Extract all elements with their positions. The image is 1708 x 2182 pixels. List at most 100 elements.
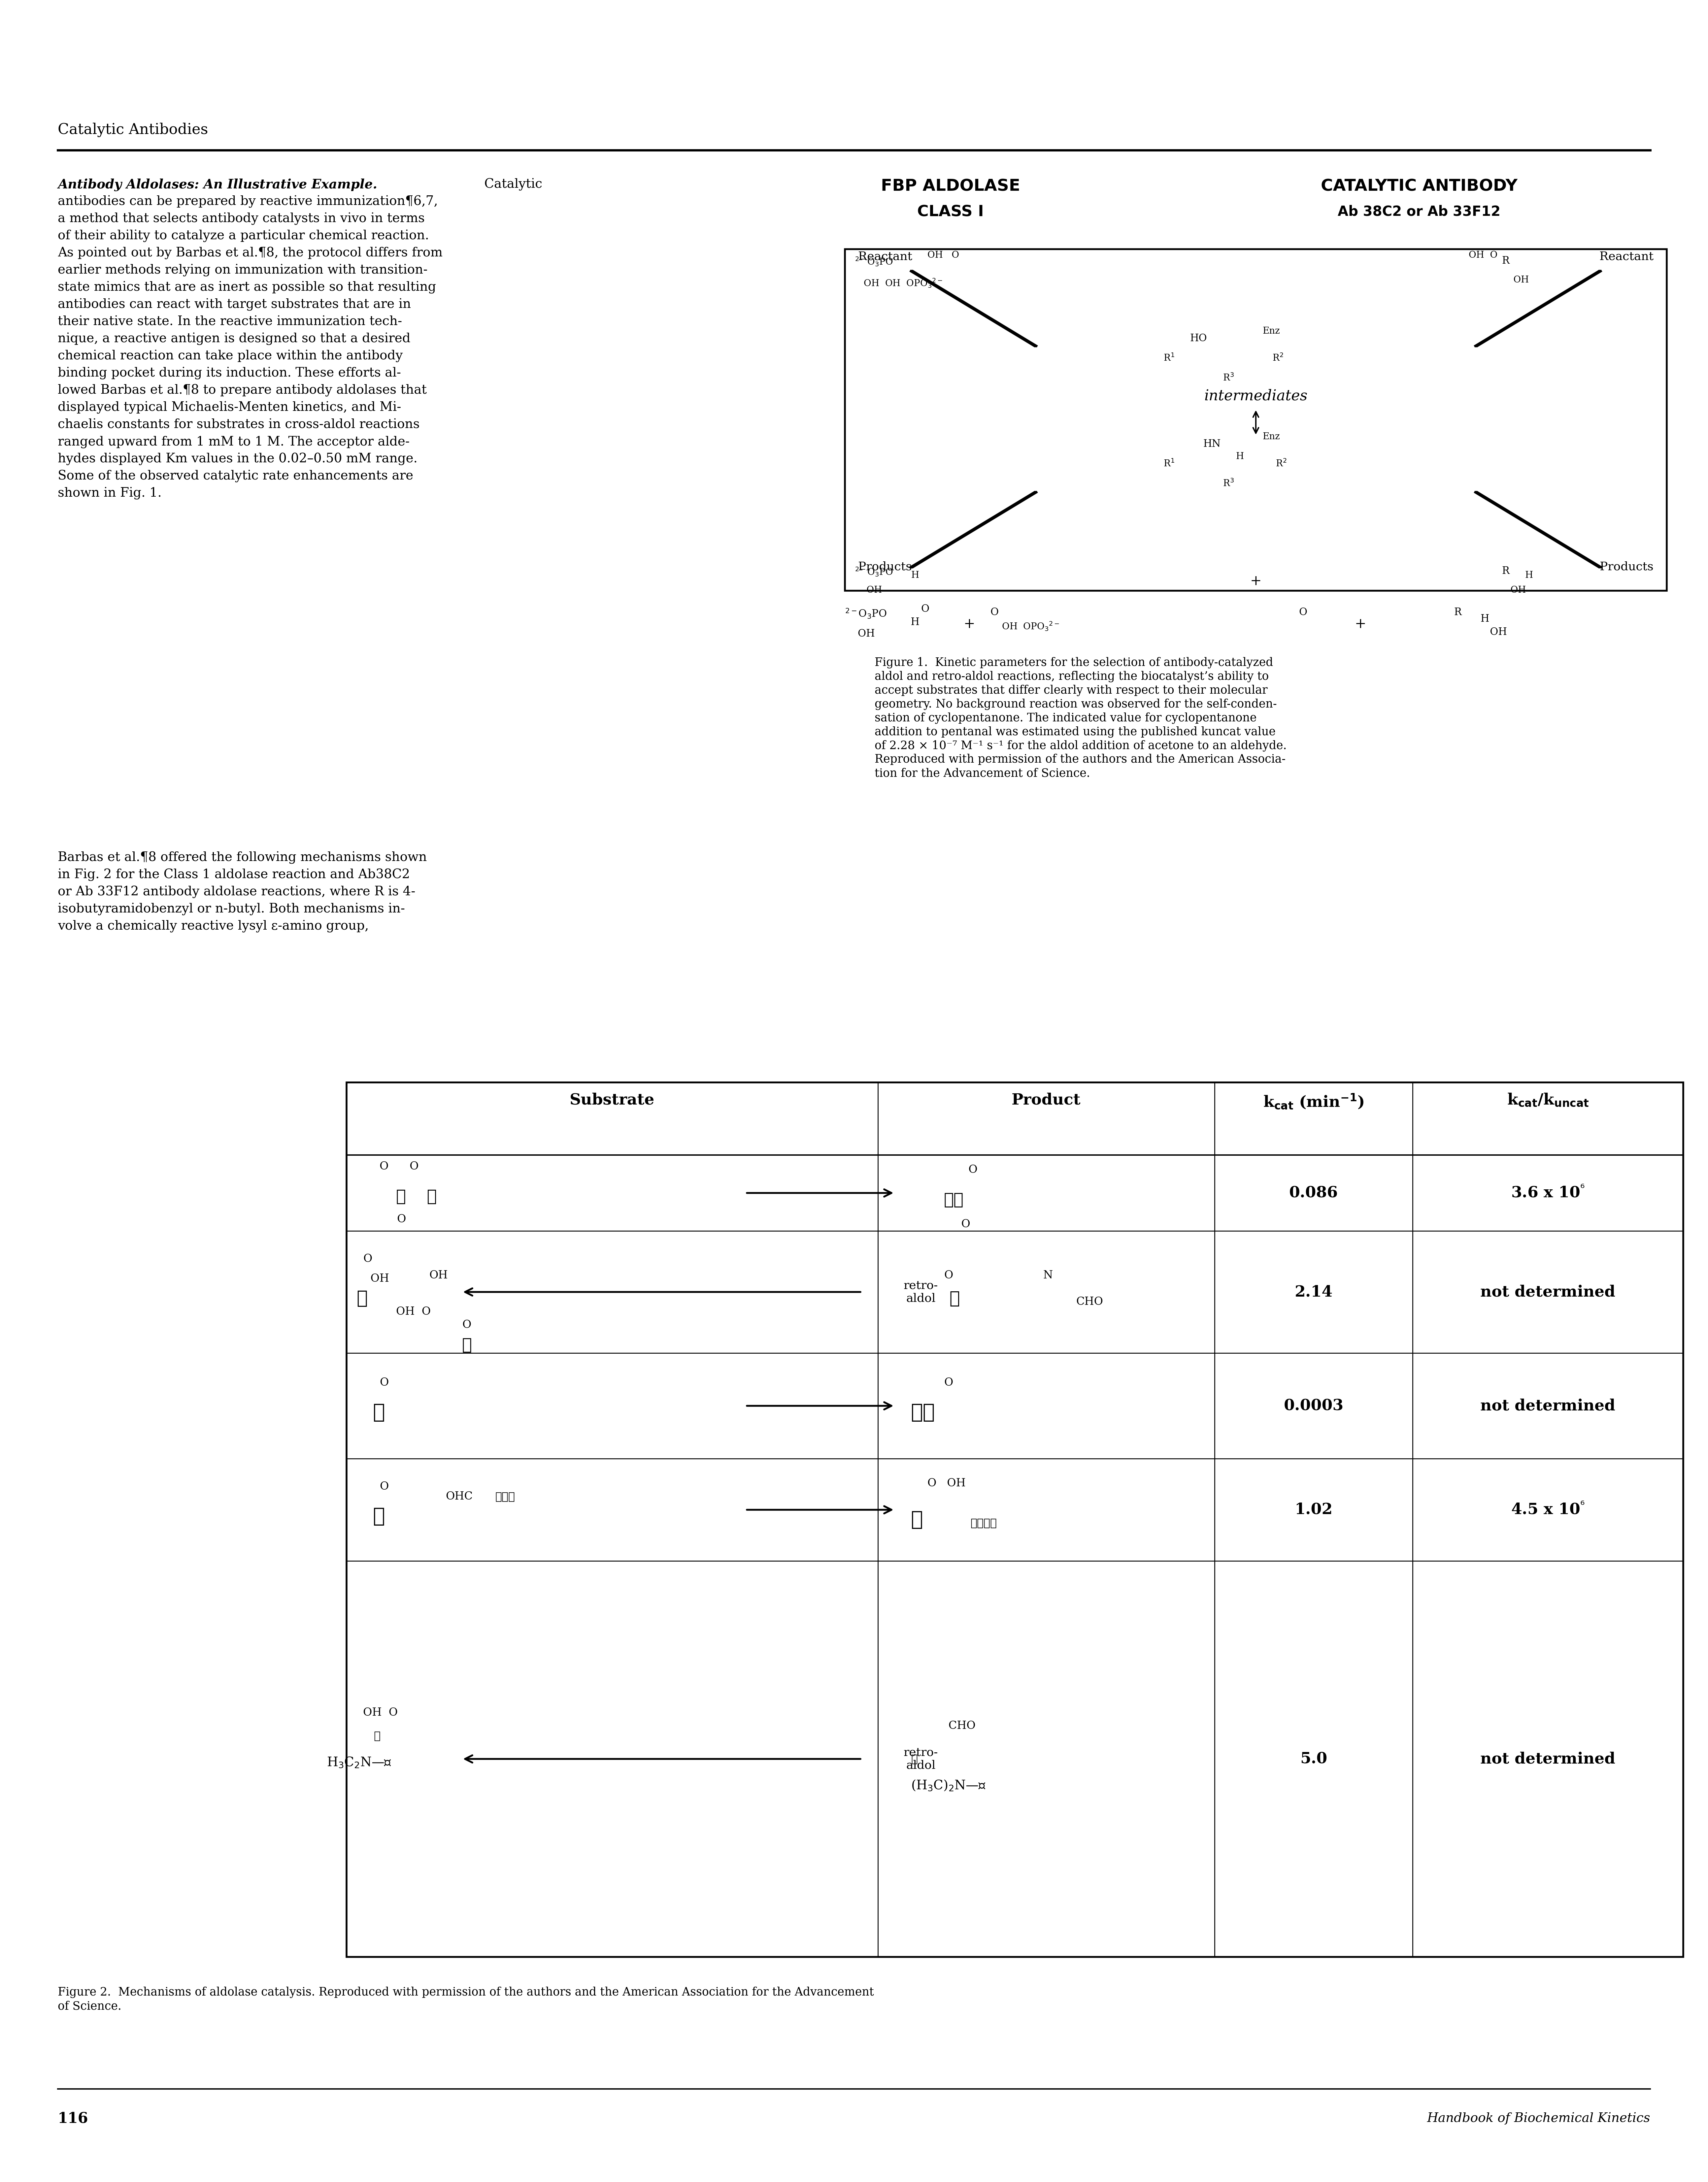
Text: O: O <box>948 1220 970 1231</box>
Text: OH   O: OH O <box>927 251 960 260</box>
Text: OH: OH <box>854 585 881 596</box>
Text: OH: OH <box>1501 275 1529 284</box>
Text: Products: Products <box>1600 561 1653 572</box>
Text: O: O <box>945 1165 977 1176</box>
Text: nique, a reactive antigen is designed so that a desired: nique, a reactive antigen is designed so… <box>58 332 410 345</box>
Text: Catalytic: Catalytic <box>480 179 541 190</box>
Text: Handbook of Biochemical Kinetics: Handbook of Biochemical Kinetics <box>1426 2112 1650 2125</box>
Text: chaelis constants for substrates in cross-aldol reactions: chaelis constants for substrates in cros… <box>58 419 420 430</box>
Text: ∿∿∿∿: ∿∿∿∿ <box>970 1519 997 1527</box>
Text: not determined: not determined <box>1481 1285 1616 1300</box>
Text: OH  OH  OPO$_3$$^{2-}$: OH OH OPO$_3$$^{2-}$ <box>854 277 943 288</box>
Text: chemical reaction can take place within the antibody: chemical reaction can take place within … <box>58 349 403 362</box>
Text: Antibody Aldolases: An Illustrative Example.: Antibody Aldolases: An Illustrative Exam… <box>58 179 377 190</box>
Text: retro-
aldol: retro- aldol <box>904 1748 938 1772</box>
Text: HN: HN <box>1202 439 1221 449</box>
Text: ⌢⌢: ⌢⌢ <box>945 1191 963 1207</box>
Text: of 2.28 × 10⁻⁷ M⁻¹ s⁻¹ for the aldol addition of acetone to an aldehyde.: of 2.28 × 10⁻⁷ M⁻¹ s⁻¹ for the aldol add… <box>874 740 1286 751</box>
Text: state mimics that are as inert as possible so that resulting: state mimics that are as inert as possib… <box>58 281 436 295</box>
Text: 0.086: 0.086 <box>1290 1185 1337 1200</box>
Bar <box>845 249 1667 591</box>
Text: ⬡: ⬡ <box>927 1290 960 1307</box>
Text: isobutyramidobenzyl or n-butyl. Both mechanisms in-: isobutyramidobenzyl or n-butyl. Both mec… <box>58 903 405 916</box>
Text: HO: HO <box>1190 334 1208 343</box>
Text: R$^3$: R$^3$ <box>1223 373 1235 382</box>
Text: R: R <box>1501 565 1510 576</box>
Text: Figure 2.  Mechanisms of aldolase catalysis. Reproduced with permission of the a: Figure 2. Mechanisms of aldolase catalys… <box>58 1986 874 1999</box>
Text: 0.0003: 0.0003 <box>1284 1399 1344 1414</box>
Text: not determined: not determined <box>1481 1399 1616 1414</box>
Text: OH: OH <box>1481 626 1506 637</box>
Text: R$^1$: R$^1$ <box>1163 458 1175 469</box>
Text: k$_{\mathbf{cat}}$ (min$^{\mathbf{-1}}$): k$_{\mathbf{cat}}$ (min$^{\mathbf{-1}}$) <box>1264 1093 1365 1111</box>
Text: OH  O: OH O <box>1469 251 1498 260</box>
Text: antibodies can react with target substrates that are in: antibodies can react with target substra… <box>58 299 412 310</box>
Text: OH: OH <box>1501 585 1525 596</box>
Text: O: O <box>945 1377 953 1388</box>
Text: not determined: not determined <box>1481 1752 1616 1767</box>
Text: ⌢: ⌢ <box>463 1338 471 1353</box>
Text: +: + <box>963 618 975 631</box>
Text: Products: Products <box>857 561 912 572</box>
Text: ∿∿∿: ∿∿∿ <box>495 1490 514 1501</box>
Text: ⬠: ⬠ <box>372 1403 384 1423</box>
Text: addition to pentanal was estimated using the published kuncat value: addition to pentanal was estimated using… <box>874 727 1276 738</box>
Text: As pointed out by Barbas et al.¶8, the protocol differs from: As pointed out by Barbas et al.¶8, the p… <box>58 247 442 260</box>
Text: Catalytic Antibodies: Catalytic Antibodies <box>58 122 208 137</box>
Text: ⬠: ⬠ <box>372 1506 384 1525</box>
Text: accept substrates that differ clearly with respect to their molecular: accept substrates that differ clearly wi… <box>874 685 1267 696</box>
Text: ⌢    ⌢: ⌢ ⌢ <box>396 1189 437 1204</box>
Text: Ab 38C2 or Ab 33F12: Ab 38C2 or Ab 33F12 <box>1337 205 1501 218</box>
Text: R$^2$: R$^2$ <box>1276 458 1286 469</box>
Bar <box>347 1082 1684 1957</box>
Text: 1.02: 1.02 <box>1295 1501 1332 1516</box>
Text: H: H <box>1237 452 1243 460</box>
Text: CLASS I: CLASS I <box>917 205 984 220</box>
Text: H: H <box>910 572 919 580</box>
Text: O: O <box>463 1320 471 1331</box>
Text: lowed Barbas et al.¶8 to prepare antibody aldolases that: lowed Barbas et al.¶8 to prepare antibod… <box>58 384 427 397</box>
Text: displayed typical Michaelis-Menten kinetics, and Mi-: displayed typical Michaelis-Menten kinet… <box>58 401 401 415</box>
Text: R: R <box>1454 607 1462 618</box>
Text: a method that selects antibody catalysts in vivo in terms: a method that selects antibody catalysts… <box>58 212 425 225</box>
Text: Product: Product <box>1011 1093 1081 1108</box>
Text: OH  O: OH O <box>364 1709 398 1717</box>
Text: geometry. No background reaction was observed for the self-conden-: geometry. No background reaction was obs… <box>874 698 1278 709</box>
Text: antibodies can be prepared by reactive immunization¶6,7,: antibodies can be prepared by reactive i… <box>58 196 437 207</box>
Text: O: O <box>945 1270 953 1281</box>
Text: N: N <box>1044 1270 1052 1281</box>
Text: Barbas et al.¶8 offered the following mechanisms shown: Barbas et al.¶8 offered the following me… <box>58 851 427 864</box>
Text: O: O <box>379 1377 389 1388</box>
Text: O: O <box>1298 607 1307 618</box>
Text: O: O <box>364 1255 372 1263</box>
Text: O: O <box>379 1482 389 1492</box>
Text: O: O <box>921 604 929 613</box>
Text: volve a chemically reactive lysyl ε-amino group,: volve a chemically reactive lysyl ε-amin… <box>58 921 369 932</box>
Text: retro-
aldol: retro- aldol <box>904 1281 938 1305</box>
Text: ∿: ∿ <box>357 1730 381 1741</box>
Text: O: O <box>379 1213 407 1224</box>
Text: H$_3$C$_2$N—⬡: H$_3$C$_2$N—⬡ <box>326 1757 391 1770</box>
Text: O: O <box>991 607 999 618</box>
Text: O      O: O O <box>379 1161 418 1172</box>
Text: earlier methods relying on immunization with transition-: earlier methods relying on immunization … <box>58 264 427 277</box>
Text: ranged upward from 1 mM to 1 M. The acceptor alde-: ranged upward from 1 mM to 1 M. The acce… <box>58 436 410 447</box>
Text: H: H <box>1481 613 1489 624</box>
Text: Enz: Enz <box>1262 327 1279 336</box>
Text: R: R <box>1501 255 1510 266</box>
Text: OH: OH <box>429 1270 447 1281</box>
Text: 3.6 x 10$^{⁶}$: 3.6 x 10$^{⁶}$ <box>1512 1185 1585 1200</box>
Text: ∿: ∿ <box>910 1754 917 1765</box>
Text: Some of the observed catalytic rate enhancements are: Some of the observed catalytic rate enha… <box>58 469 413 482</box>
Text: OH  O: OH O <box>396 1307 430 1318</box>
Text: ⬠⬠: ⬠⬠ <box>910 1403 934 1423</box>
Text: 5.0: 5.0 <box>1300 1752 1327 1767</box>
Text: k$_{\mathbf{cat}}$/k$_{\mathbf{uncat}}$: k$_{\mathbf{cat}}$/k$_{\mathbf{uncat}}$ <box>1506 1093 1588 1108</box>
Text: tion for the Advancement of Science.: tion for the Advancement of Science. <box>874 768 1090 779</box>
Text: OH  OPO$_3$$^{2-}$: OH OPO$_3$$^{2-}$ <box>991 620 1059 633</box>
Text: ⬡: ⬡ <box>357 1290 367 1307</box>
Text: R$^2$: R$^2$ <box>1272 353 1283 362</box>
Text: 4.5 x 10$^{⁶}$: 4.5 x 10$^{⁶}$ <box>1512 1501 1585 1516</box>
Text: H: H <box>1525 572 1532 580</box>
Text: O   OH: O OH <box>927 1477 965 1488</box>
